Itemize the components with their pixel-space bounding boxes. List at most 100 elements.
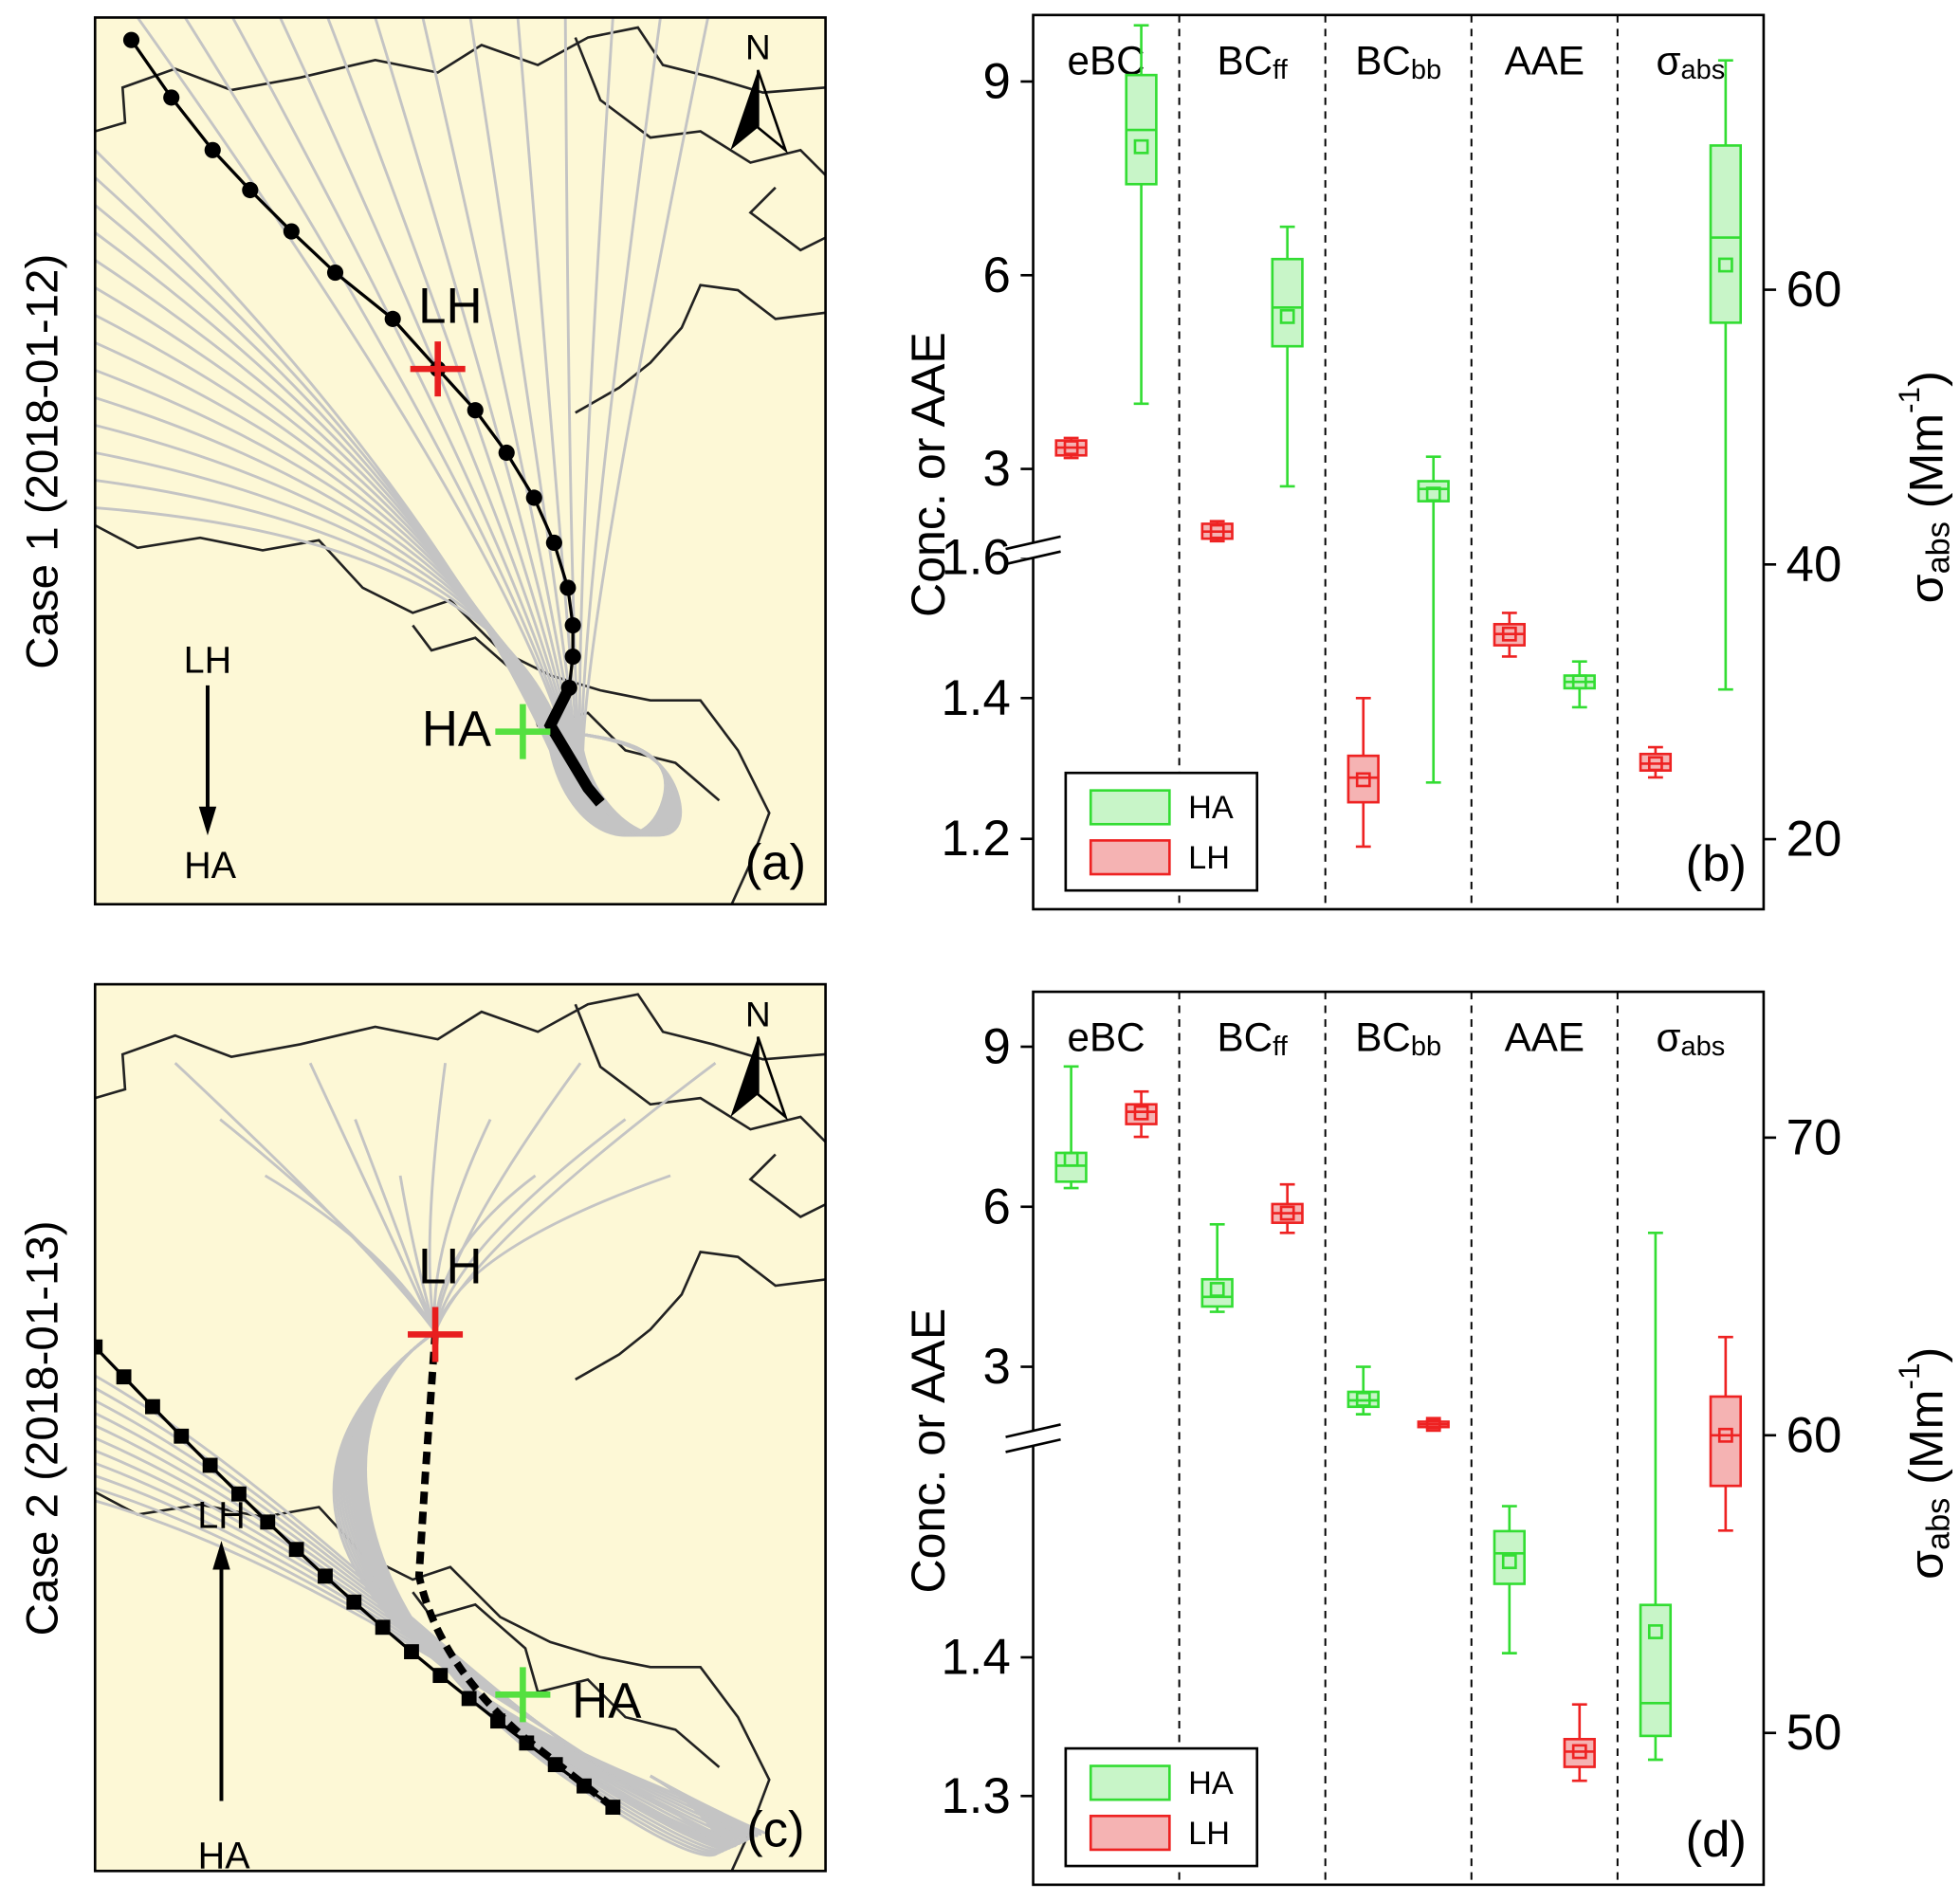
panel-label: (b): [1686, 836, 1747, 892]
y2-label-part: ): [1899, 371, 1952, 387]
category-subscript: bb: [1411, 1032, 1441, 1062]
box: [1200, 1277, 1234, 1308]
direction-arrow-head: [212, 1541, 230, 1570]
trajectory-point: [95, 1339, 103, 1355]
axis-break-gap: [1016, 1431, 1052, 1446]
trajectory: [354, 1119, 437, 1333]
trajectory-point: [375, 1619, 391, 1636]
trajectory: [351, 1330, 739, 1847]
category-subscript: abs: [1681, 1032, 1726, 1062]
category-label: eBC: [1068, 1014, 1145, 1059]
site-label: HA: [572, 1673, 642, 1728]
case-label: Case 1 (2018-01-12): [17, 254, 67, 669]
category-text: BC: [1218, 38, 1273, 82]
y2-tick-label: 20: [1786, 812, 1842, 868]
y2-label-part: σ: [1899, 1550, 1952, 1580]
panel-label: (d): [1686, 1812, 1747, 1868]
case-label: Case 2 (2018-01-13): [17, 1220, 67, 1636]
y-tick-label: 1.3: [941, 1768, 1010, 1824]
main-trajectory: [130, 39, 575, 688]
axis-break: [1005, 1437, 1061, 1453]
mean-marker: [1501, 1554, 1517, 1570]
site-label: LH: [418, 1239, 482, 1295]
map-content: [95, 17, 826, 905]
category-label: BCff: [1218, 1014, 1289, 1062]
category-text: σ: [1656, 38, 1680, 82]
legend-label: HA: [1188, 1765, 1234, 1801]
trajectory-point: [116, 1369, 132, 1385]
y2-label-part: abs: [1921, 1498, 1957, 1550]
y-tick-label: 1.4: [941, 1630, 1010, 1686]
arrow-label: LH: [197, 1495, 246, 1537]
category-label: AAE: [1505, 38, 1584, 82]
mean-marker: [1133, 138, 1149, 155]
mean-marker: [1209, 1282, 1225, 1297]
trajectory-point: [145, 1398, 160, 1415]
y2-label-part: ): [1899, 1347, 1952, 1363]
box: [1417, 480, 1450, 503]
y2-label-part: (Mm: [1899, 413, 1952, 521]
mean-marker: [1647, 756, 1663, 772]
y2-label-part: (Mm: [1899, 1390, 1952, 1498]
category-subscript: bb: [1411, 55, 1441, 85]
y2-tick-label: 40: [1786, 537, 1842, 593]
mean-marker: [1501, 626, 1517, 642]
axis-break: [1005, 535, 1061, 551]
mean-marker: [1279, 308, 1295, 324]
y-tick-label: 1.4: [941, 670, 1010, 726]
y2-axis-label: σabs (Mm-1): [1892, 1347, 1957, 1580]
trajectory-point: [498, 444, 515, 462]
trajectory-point: [283, 223, 300, 240]
trajectory: [428, 1063, 448, 1333]
axis-break: [1005, 1423, 1061, 1438]
map-panel: LH HA LH HA N (a) Case 1 (2018-01-12): [17, 16, 827, 906]
category-text: BC: [1218, 1014, 1273, 1059]
trajectory: [433, 1062, 717, 1333]
trajectory-point: [204, 141, 221, 158]
category-subscript: abs: [1681, 55, 1726, 85]
box: [1493, 1529, 1526, 1585]
box: [1271, 257, 1304, 348]
y-axis-label: Conc. or AAE: [902, 332, 955, 617]
map-background: [95, 984, 826, 1872]
category-label: σabs: [1656, 1014, 1725, 1062]
legend-label: LH: [1188, 840, 1230, 876]
y-tick-label: 3: [982, 1339, 1010, 1395]
boundary: [95, 26, 826, 133]
mean-marker: [1209, 523, 1225, 539]
axis-break-gap: [1016, 542, 1052, 558]
y2-label-part: -1: [1892, 387, 1926, 413]
category-text: eBC: [1068, 1014, 1145, 1059]
trajectory-point: [318, 1568, 333, 1584]
box: [1346, 754, 1380, 804]
trajectory-point: [564, 648, 581, 666]
category-text: BC: [1355, 1014, 1411, 1059]
trajectory-point: [288, 1542, 304, 1558]
y2-label-part: σ: [1899, 574, 1952, 603]
category-subscript: ff: [1273, 1032, 1289, 1062]
y-tick-label: 1.2: [941, 811, 1010, 867]
y-axis-label: Conc. or AAE: [902, 1308, 955, 1594]
legend-label: HA: [1188, 790, 1234, 826]
site-label: LH: [418, 279, 482, 335]
trajectory-point: [174, 1428, 190, 1444]
trajectory-point: [231, 1486, 247, 1502]
mean-marker: [1063, 1151, 1079, 1167]
y2-tick-label: 60: [1786, 262, 1842, 318]
box: [1639, 1603, 1673, 1738]
y2-tick-label: 60: [1786, 1407, 1842, 1463]
mean-marker: [1571, 1744, 1587, 1760]
category-label: BCbb: [1355, 38, 1441, 85]
trajectory-point: [404, 1644, 419, 1659]
legend-label: LH: [1188, 1816, 1230, 1852]
box: [1054, 1151, 1088, 1183]
mean-marker: [1355, 772, 1371, 788]
trajectory-point: [467, 402, 484, 419]
y-tick-label: 3: [982, 441, 1010, 497]
trajectory: [433, 1118, 627, 1333]
main-trajectory: [414, 1331, 615, 1811]
mean-marker: [1717, 1427, 1733, 1443]
